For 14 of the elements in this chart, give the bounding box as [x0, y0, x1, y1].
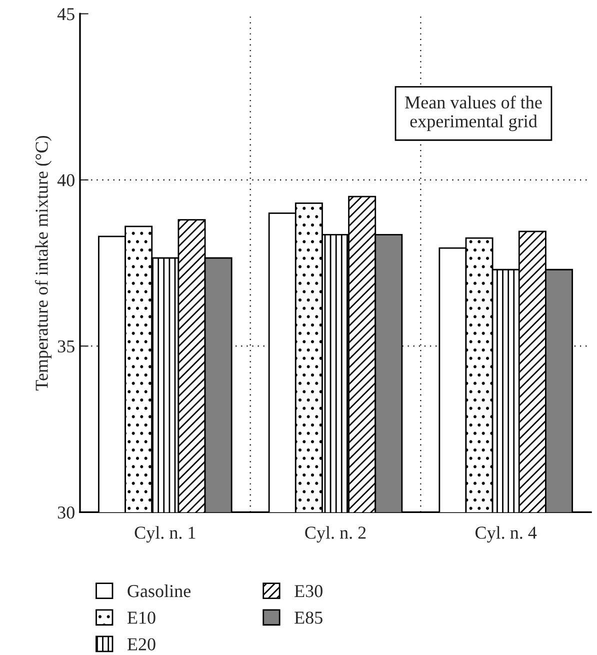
- legend-label: E20: [127, 638, 156, 650]
- legend-label: E10: [127, 612, 156, 624]
- x-tick-label: Cyl. n. 1: [134, 526, 196, 543]
- y-tick-label: 40: [57, 174, 74, 186]
- annotation: Mean values of the experimental grid: [405, 96, 542, 132]
- y-tick-label: 35: [58, 340, 74, 352]
- y-axis-title: Temperature of intake mixture (°C): [34, 136, 52, 390]
- legend-label: E30: [294, 585, 322, 598]
- legend-label: E85: [294, 612, 322, 624]
- legend-label: Gasoline: [128, 584, 190, 598]
- y-tick-label: 45: [57, 8, 74, 20]
- x-tick-label: Cyl. n. 4: [476, 526, 537, 543]
- x-tick-label: Cyl. n. 2: [305, 526, 366, 543]
- y-tick-label: 30: [58, 506, 74, 519]
